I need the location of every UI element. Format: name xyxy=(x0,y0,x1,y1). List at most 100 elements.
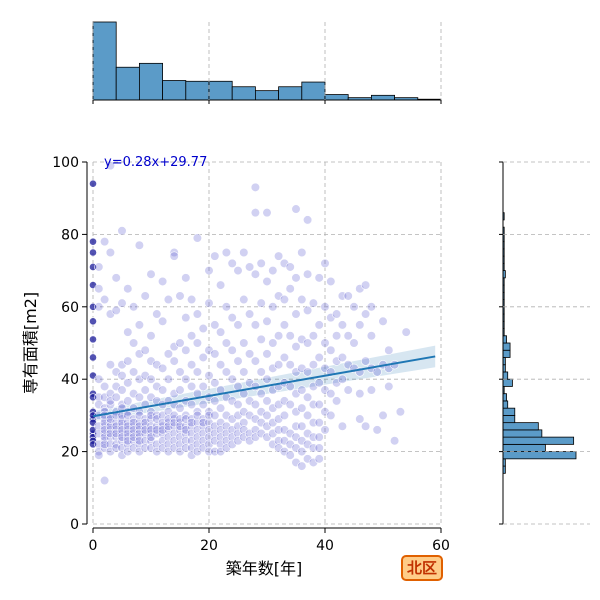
scatter-point xyxy=(187,414,197,424)
scatter-point xyxy=(158,410,168,421)
scatter-point xyxy=(233,428,243,439)
scatter-point xyxy=(198,399,208,410)
scatter-point xyxy=(123,284,133,294)
scatter-point xyxy=(291,407,301,417)
scatter-point xyxy=(366,385,377,395)
scatter-point xyxy=(163,374,173,384)
scatter-point xyxy=(268,266,278,276)
scatter-point xyxy=(303,428,313,439)
scatter-point xyxy=(123,439,133,449)
scatter-point xyxy=(285,331,295,341)
scatter-point xyxy=(210,436,220,446)
scatter-point xyxy=(262,276,272,287)
scatter-point xyxy=(105,247,115,258)
scatter-point xyxy=(117,443,127,453)
scatter-point xyxy=(378,316,388,326)
scatter-point xyxy=(117,385,127,395)
scatter-point xyxy=(337,352,348,363)
scatter-point xyxy=(169,342,179,352)
scatter-point xyxy=(320,385,330,395)
scatter-point xyxy=(146,269,156,279)
scatter-point xyxy=(210,410,220,421)
scatter-point xyxy=(204,266,214,276)
scatter-point xyxy=(146,443,156,453)
scatter-point xyxy=(233,399,243,410)
scatter-point xyxy=(216,418,226,428)
scatter-point xyxy=(134,320,144,330)
scatter-point xyxy=(117,226,127,236)
scatter-point xyxy=(274,291,284,301)
scatter-point xyxy=(198,436,208,446)
scatter-point xyxy=(239,367,249,377)
scatter-point xyxy=(111,381,121,392)
scatter-point xyxy=(274,443,284,453)
y-hist-bar xyxy=(502,407,516,416)
x-hist-bar xyxy=(370,94,395,101)
scatter-point xyxy=(314,378,324,388)
x-hist-bar xyxy=(138,62,163,101)
scatter-point xyxy=(221,338,231,348)
scatter-point xyxy=(221,443,231,453)
y-hist-bar xyxy=(502,371,509,380)
scatter-point xyxy=(117,360,127,370)
scatter-point xyxy=(175,338,185,348)
scatter-point xyxy=(227,425,237,435)
scatter-point xyxy=(268,338,278,348)
scatter-point xyxy=(239,247,249,258)
scatter-point xyxy=(158,316,168,326)
scatter-point xyxy=(198,381,208,392)
scatter-point xyxy=(175,385,185,395)
scatter-point xyxy=(332,331,342,341)
scatter-points xyxy=(89,161,411,486)
scatter-point xyxy=(268,403,278,413)
scatter-point xyxy=(233,356,243,366)
scatter-point xyxy=(140,291,150,301)
scatter-point xyxy=(297,363,307,373)
scatter-point xyxy=(146,407,156,417)
scatter-point xyxy=(279,425,290,435)
scatter-point xyxy=(256,389,266,399)
scatter-point xyxy=(337,320,348,330)
scatter-point xyxy=(308,331,319,341)
scatter-point xyxy=(169,410,179,421)
scatter-point xyxy=(89,317,97,326)
scatter-point xyxy=(175,418,185,428)
scatter-point xyxy=(117,414,127,424)
scatter-point xyxy=(250,208,260,218)
scatter-point xyxy=(152,360,162,370)
scatter-point xyxy=(94,450,104,460)
scatter-point xyxy=(192,432,202,442)
scatter-point xyxy=(94,399,104,410)
scatter-point xyxy=(268,418,278,428)
scatter-point xyxy=(274,399,284,410)
scatter-point xyxy=(303,338,313,348)
scatter-point xyxy=(314,320,324,330)
scatter-point xyxy=(326,313,336,323)
confidence-band-area xyxy=(93,345,436,422)
scatter-point xyxy=(349,338,359,348)
scatter-point xyxy=(192,367,202,377)
y-hist-bar xyxy=(502,414,516,424)
scatter-point xyxy=(175,367,185,377)
scatter-point xyxy=(297,436,307,446)
scatter-point xyxy=(262,208,272,218)
scatter-point xyxy=(250,432,260,442)
scatter-point xyxy=(192,338,202,348)
scatter-point xyxy=(175,439,185,449)
scatter-point xyxy=(187,294,197,305)
scatter-point xyxy=(332,396,342,406)
scatter-point xyxy=(99,436,110,446)
scatter-point xyxy=(303,367,313,377)
scatter-point xyxy=(297,247,307,258)
scatter-point xyxy=(245,396,255,406)
scatter-point xyxy=(361,309,371,319)
scatter-point xyxy=(326,345,336,355)
scatter-point xyxy=(337,421,348,431)
scatter-point xyxy=(181,345,191,355)
scatter-point xyxy=(169,356,179,366)
scatter-point xyxy=(123,378,133,388)
scatter-point xyxy=(233,410,243,421)
scatter-point xyxy=(320,425,330,435)
scatter-point xyxy=(285,284,295,294)
